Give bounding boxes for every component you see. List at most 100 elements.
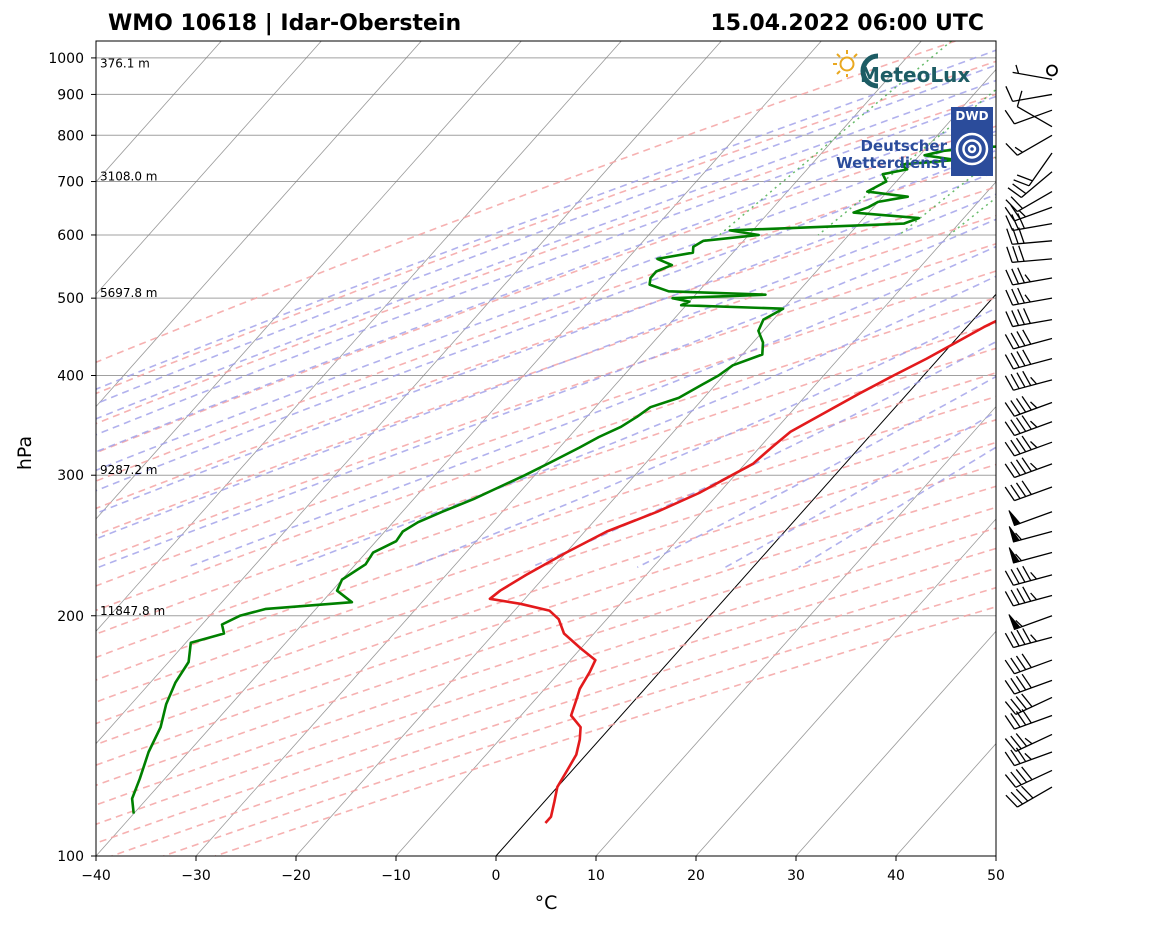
barb-full	[1010, 749, 1021, 764]
dwd-abbr: DWD	[955, 109, 988, 123]
barb-flag	[1008, 614, 1021, 631]
barb-full	[1015, 437, 1027, 453]
wind-barb	[1005, 308, 1053, 328]
thermo-background-lines	[96, 41, 1160, 856]
height-label: 11847.8 m	[100, 604, 165, 618]
barb-shaft	[1012, 318, 1053, 328]
barb-shaft	[1013, 551, 1053, 564]
dry-adiabat-line	[96, 506, 996, 806]
barb-shaft	[1017, 191, 1053, 213]
barb-full	[1010, 196, 1024, 210]
y-tick-label: 300	[57, 468, 84, 484]
barb-flag	[1008, 526, 1021, 543]
barb-full	[1010, 461, 1021, 476]
wind-barb	[1004, 396, 1053, 417]
wind-barb	[1004, 708, 1053, 730]
barb-full	[1010, 677, 1021, 693]
barb-shaft	[1013, 379, 1053, 391]
moist-adiabat-line	[98, 218, 996, 569]
wind-barb	[1005, 785, 1053, 808]
wind-barb	[1004, 480, 1053, 502]
wind-barb	[1008, 526, 1053, 543]
date-title: 15.04.2022 06:00 UTC	[710, 11, 984, 36]
barb-half	[1024, 752, 1032, 760]
barb-full	[1015, 417, 1027, 432]
x-axis-ticks: −40 −30 −20 −10 0 10 20 30 40 50	[81, 856, 1005, 884]
x-tick-label: −30	[181, 868, 211, 884]
isotherm-line	[795, 630, 996, 856]
moist-adiabat-line	[96, 130, 996, 472]
dry-adiabat-line	[96, 270, 996, 587]
dwd-logo: DWD Deutscher Wetterdienst	[836, 107, 993, 176]
moist-adiabat-line	[96, 112, 996, 453]
barb-shaft	[1013, 636, 1053, 649]
barb-half	[1030, 592, 1038, 601]
barb-shaft	[1014, 659, 1053, 675]
wind-barb	[1005, 134, 1053, 156]
barb-shaft	[1017, 106, 1053, 128]
dry-adiabat-line	[96, 156, 996, 482]
barb-full	[1004, 354, 1014, 370]
x-tick-label: 30	[787, 868, 805, 884]
moist-adiabat-line	[96, 193, 996, 540]
wind-barb	[1004, 673, 1053, 695]
wind-barb	[1004, 109, 1053, 125]
barb-full	[1010, 439, 1021, 455]
barb-full	[1010, 657, 1021, 673]
y-tick-label: 100	[57, 849, 84, 865]
barb-full	[1022, 628, 1032, 644]
isotherm-line	[495, 293, 996, 856]
barb-full	[1005, 289, 1014, 306]
x-axis-label: °C	[535, 892, 558, 914]
isotherm-line	[195, 41, 922, 856]
barb-full	[1004, 738, 1017, 752]
meteolux-wordmark: MeteoLux	[860, 63, 970, 87]
barb-shaft	[1012, 297, 1053, 306]
barb-full	[1021, 785, 1034, 799]
barb-full	[1015, 747, 1027, 762]
wind-barb	[1008, 547, 1053, 564]
x-tick-label: −10	[381, 868, 411, 884]
barb-shaft	[1012, 277, 1053, 286]
meteolux-swirl-icon	[860, 53, 879, 89]
wind-barb	[1008, 614, 1053, 631]
mixing-ratio-line	[1015, 41, 1160, 235]
barb-half	[1030, 376, 1038, 385]
barb-full	[1017, 309, 1026, 325]
dwd-swirl-icon	[955, 132, 989, 166]
wind-barb	[1004, 586, 1053, 607]
barb-full	[1015, 655, 1027, 670]
barb-shaft	[1015, 696, 1053, 715]
barb-full	[1021, 673, 1032, 689]
y-tick-label: 700	[57, 175, 84, 191]
barb-full	[1015, 459, 1027, 474]
y-tick-label: 800	[57, 128, 84, 144]
isotherm-line	[96, 41, 522, 520]
barb-full	[1021, 415, 1032, 430]
isotherm-line	[96, 41, 422, 408]
barb-full	[1010, 332, 1020, 348]
barb-full	[1004, 109, 1015, 125]
barb-shaft	[1012, 258, 1053, 264]
x-tick-label: 50	[987, 868, 1005, 884]
moist-adiabat-line	[96, 149, 996, 492]
wind-barb	[1004, 747, 1053, 767]
wind-barb	[1008, 510, 1053, 527]
moist-adiabat-line	[291, 275, 996, 569]
dry-adiabat-line	[96, 93, 996, 425]
barb-full	[1010, 791, 1024, 805]
barb-full	[1010, 568, 1020, 585]
isotherm-line	[96, 41, 722, 745]
wind-barb	[1004, 329, 1053, 350]
barb-shaft	[1017, 134, 1053, 156]
barb-full	[1015, 788, 1029, 802]
y-tick-label: 600	[57, 228, 84, 244]
dry-adiabat-line	[96, 185, 996, 510]
barb-shaft	[1013, 530, 1053, 543]
wind-barbs	[1004, 64, 1058, 808]
sun-icon	[833, 50, 858, 77]
calm-circle	[1046, 64, 1058, 77]
barb-full	[1004, 463, 1015, 478]
y-tick-label: 400	[57, 369, 84, 385]
barb-full	[1016, 331, 1026, 347]
